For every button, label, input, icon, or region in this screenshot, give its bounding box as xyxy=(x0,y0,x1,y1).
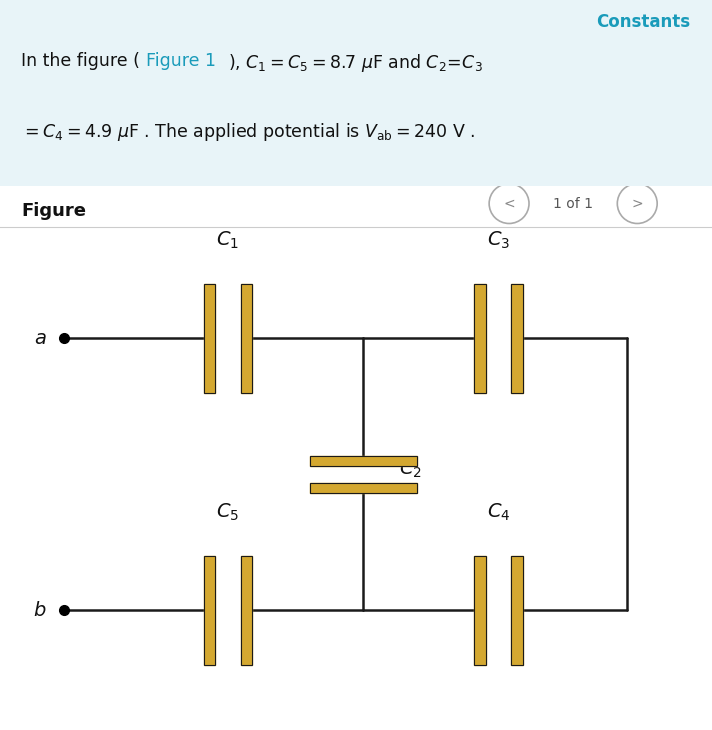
Bar xyxy=(204,556,215,665)
Bar xyxy=(511,556,523,665)
Bar xyxy=(204,556,215,665)
Bar xyxy=(241,284,252,393)
Bar xyxy=(511,556,523,665)
Bar xyxy=(474,284,486,393)
Bar xyxy=(474,284,486,393)
Bar xyxy=(511,284,523,393)
Text: $= \mathit{C}_4 = 4.9\ \mu\mathrm{F}$ . The applied potential is $\mathit{V}_{\m: $= \mathit{C}_4 = 4.9\ \mu\mathrm{F}$ . … xyxy=(21,121,476,143)
Bar xyxy=(310,483,417,493)
Bar xyxy=(204,284,215,393)
Text: $C_4$: $C_4$ xyxy=(487,502,510,523)
Bar xyxy=(310,483,417,493)
Bar xyxy=(511,284,523,393)
Text: Figure 1: Figure 1 xyxy=(146,52,216,70)
Text: >: > xyxy=(632,196,643,210)
Text: Constants: Constants xyxy=(597,13,691,31)
Text: $C_1$: $C_1$ xyxy=(216,230,239,251)
Text: In the figure (: In the figure ( xyxy=(21,52,140,70)
Bar xyxy=(474,556,486,665)
Text: <: < xyxy=(503,196,515,210)
Text: $a$: $a$ xyxy=(33,329,46,348)
Text: ), $\mathit{C}_1 = \mathit{C}_5 = 8.7\ \mu\mathrm{F}$ and $\mathit{C}_2\!=\!\mat: ), $\mathit{C}_1 = \mathit{C}_5 = 8.7\ \… xyxy=(228,52,483,74)
Text: $C_3$: $C_3$ xyxy=(487,230,510,251)
Bar xyxy=(310,456,417,466)
Text: $C_2$: $C_2$ xyxy=(399,458,422,480)
Bar xyxy=(241,556,252,665)
Text: Figure: Figure xyxy=(21,202,86,220)
Bar xyxy=(474,556,486,665)
Bar xyxy=(204,284,215,393)
Text: $b$: $b$ xyxy=(33,601,46,620)
Bar xyxy=(310,456,417,466)
Text: 1 of 1: 1 of 1 xyxy=(553,196,593,210)
Bar xyxy=(241,556,252,665)
Text: $C_5$: $C_5$ xyxy=(216,502,239,523)
Bar xyxy=(241,284,252,393)
